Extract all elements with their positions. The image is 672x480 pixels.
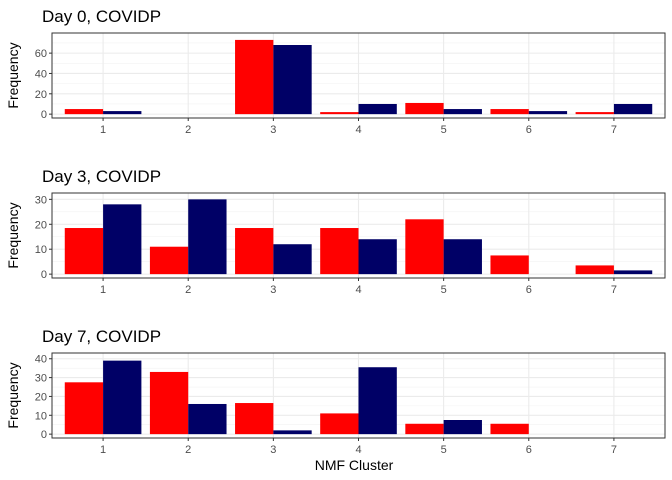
x-tick-label: 4 <box>355 444 361 456</box>
x-tick-label: 3 <box>270 284 276 296</box>
x-tick-label: 4 <box>355 124 361 136</box>
bar-series2-cluster-5 <box>443 239 482 275</box>
bar-series1-cluster-5 <box>405 423 444 435</box>
bar-series2-cluster-4 <box>358 239 397 275</box>
bar-series1-cluster-5 <box>405 219 444 275</box>
y-tick-label: 30 <box>35 373 47 385</box>
bar-series2-cluster-6 <box>528 111 568 115</box>
bar-series1-cluster-6 <box>490 255 529 275</box>
y-tick-label: 20 <box>35 89 47 101</box>
bar-series1-cluster-2 <box>149 246 189 275</box>
bar-series2-cluster-4 <box>358 367 397 435</box>
x-tick-label: 2 <box>185 284 191 296</box>
bar-series2-cluster-1 <box>103 360 142 435</box>
y-tick-label: 40 <box>35 354 47 366</box>
chart-panel-3: 0 10 20 30 40 1 2 3 4 5 6 7 Day 7, COVIDP Frequency <box>5 327 666 456</box>
bar-series1-cluster-6 <box>490 423 529 435</box>
bar-series2-cluster-1 <box>103 204 142 275</box>
bar-series1-cluster-1 <box>64 382 104 435</box>
x-tick-label: 7 <box>611 444 617 456</box>
x-tick-label: 4 <box>355 284 361 296</box>
bar-series1-cluster-3 <box>235 228 274 275</box>
bar-series1-cluster-4 <box>320 112 359 115</box>
chart-panel-2: 0 10 20 30 1 2 3 4 5 6 7 Day 3, COVIDP Frequency <box>5 167 666 296</box>
x-tick-label: 2 <box>185 124 191 136</box>
y-tick-label: 10 <box>35 410 47 422</box>
y-tick-label: 10 <box>35 244 47 256</box>
bar-series2-cluster-7 <box>613 270 653 275</box>
x-tick-label: 6 <box>526 444 532 456</box>
bar-series2-cluster-4 <box>358 103 397 115</box>
bar-series2-cluster-2 <box>188 199 227 275</box>
y-axis-label: Frequency <box>5 42 21 108</box>
panel-title: Day 3, COVIDP <box>42 167 161 186</box>
bar-series1-cluster-2 <box>149 371 189 435</box>
y-tick-label: 20 <box>35 391 47 403</box>
bar-series2-cluster-3 <box>273 244 312 275</box>
bar-series2-cluster-7 <box>613 103 653 115</box>
bar-series2-cluster-3 <box>273 430 312 435</box>
y-tick-label: 0 <box>41 109 47 121</box>
bar-series1-cluster-7 <box>575 112 614 115</box>
x-tick-label: 2 <box>185 444 191 456</box>
bar-series1-cluster-4 <box>320 413 359 435</box>
x-tick-label: 5 <box>441 284 447 296</box>
y-tick-label: 40 <box>35 68 47 80</box>
x-tick-label: 1 <box>100 444 106 456</box>
bar-series1-cluster-1 <box>64 109 104 115</box>
bar-series2-cluster-2 <box>188 403 227 435</box>
x-tick-label: 7 <box>611 284 617 296</box>
x-tick-label: 3 <box>270 444 276 456</box>
x-tick-label: 1 <box>100 124 106 136</box>
bar-series1-cluster-1 <box>64 228 104 275</box>
bar-series2-cluster-5 <box>443 420 482 435</box>
x-tick-label: 6 <box>526 284 532 296</box>
bar-series1-cluster-7 <box>575 265 614 275</box>
bar-series1-cluster-4 <box>320 228 359 275</box>
x-tick-label: 5 <box>441 124 447 136</box>
bar-series2-cluster-1 <box>103 111 142 115</box>
y-axis-label: Frequency <box>5 202 21 268</box>
y-tick-label: 30 <box>35 194 47 206</box>
x-tick-label: 1 <box>100 284 106 296</box>
x-axis-label: NMF Cluster <box>315 457 394 473</box>
x-tick-label: 5 <box>441 444 447 456</box>
y-tick-label: 0 <box>41 429 47 441</box>
bar-series2-cluster-3 <box>273 44 312 115</box>
bar-series1-cluster-6 <box>490 109 529 115</box>
bar-series2-cluster-5 <box>443 109 482 115</box>
panel-title: Day 7, COVIDP <box>42 327 161 346</box>
y-tick-label: 0 <box>41 269 47 281</box>
bar-series1-cluster-3 <box>235 403 274 435</box>
y-axis-label: Frequency <box>5 362 21 428</box>
panel-title: Day 0, COVIDP <box>42 7 161 26</box>
x-tick-label: 6 <box>526 124 532 136</box>
y-tick-label: 60 <box>35 48 47 60</box>
bar-series1-cluster-3 <box>235 39 274 115</box>
x-tick-label: 3 <box>270 124 276 136</box>
x-tick-label: 7 <box>611 124 617 136</box>
y-tick-label: 20 <box>35 219 47 231</box>
bar-series1-cluster-5 <box>405 102 444 115</box>
chart-panel-1: 0 20 40 60 1 2 3 4 5 6 7 Day 0, COVIDP Frequency <box>5 7 666 136</box>
